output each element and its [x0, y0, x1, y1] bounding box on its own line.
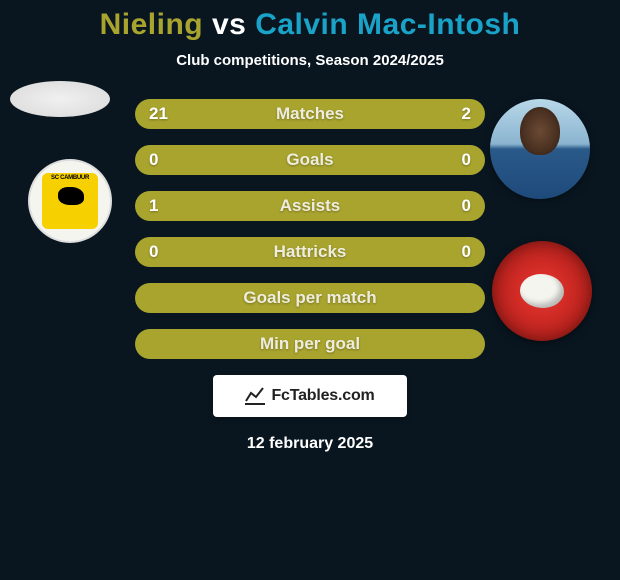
- player2-club-badge: [492, 241, 592, 341]
- watermark-badge: FcTables.com: [213, 375, 407, 417]
- stat-bars: 21 Matches 2 0 Goals 0 1 Assists 0 0 Hattricks 0 Goa…: [135, 99, 485, 359]
- watermark-text: FcTables.com: [271, 387, 374, 405]
- player1-club-badge: SC CAMBUUR: [28, 159, 112, 243]
- stat-value-left: 0: [149, 150, 158, 170]
- stats-area: SC CAMBUUR 21 Matches 2 0 Goals 0 1 Assists 0 0 Ha…: [0, 99, 620, 359]
- stat-label: Min per goal: [260, 334, 360, 354]
- stat-value-right: 0: [462, 242, 471, 262]
- stat-bar: 0 Goals 0: [135, 145, 485, 175]
- subtitle: Club competitions, Season 2024/2025: [0, 52, 620, 69]
- stat-label: Goals per match: [243, 288, 376, 308]
- stat-value-left: 0: [149, 242, 158, 262]
- stat-bar: 1 Assists 0: [135, 191, 485, 221]
- stat-value-right: 0: [462, 196, 471, 216]
- player1-name: Nieling: [100, 8, 204, 41]
- player2-name: Calvin Mac-Intosh: [255, 8, 520, 41]
- chart-icon: [245, 387, 265, 405]
- player1-photo-placeholder: [10, 81, 110, 117]
- cambuur-crest-icon: SC CAMBUUR: [42, 173, 98, 229]
- player2-photo: [490, 99, 590, 199]
- stat-label: Assists: [280, 196, 340, 216]
- stat-value-left: 1: [149, 196, 158, 216]
- stat-label: Hattricks: [274, 242, 347, 262]
- stat-label: Goals: [286, 150, 333, 170]
- stat-bar: Min per goal: [135, 329, 485, 359]
- infographic-container: Nieling vs Calvin Mac-Intosh Club compet…: [0, 0, 620, 580]
- stat-label: Matches: [276, 104, 344, 124]
- stat-value-right: 0: [462, 150, 471, 170]
- stat-bar: 0 Hattricks 0: [135, 237, 485, 267]
- date-text: 12 february 2025: [0, 435, 620, 453]
- page-title: Nieling vs Calvin Mac-Intosh: [0, 0, 620, 42]
- stat-value-right: 2: [462, 104, 471, 124]
- cambuur-crest-text: SC CAMBUUR: [51, 175, 89, 181]
- vs-text: vs: [212, 8, 246, 41]
- stat-bar: Goals per match: [135, 283, 485, 313]
- stat-value-left: 21: [149, 104, 168, 124]
- stat-bar: 21 Matches 2: [135, 99, 485, 129]
